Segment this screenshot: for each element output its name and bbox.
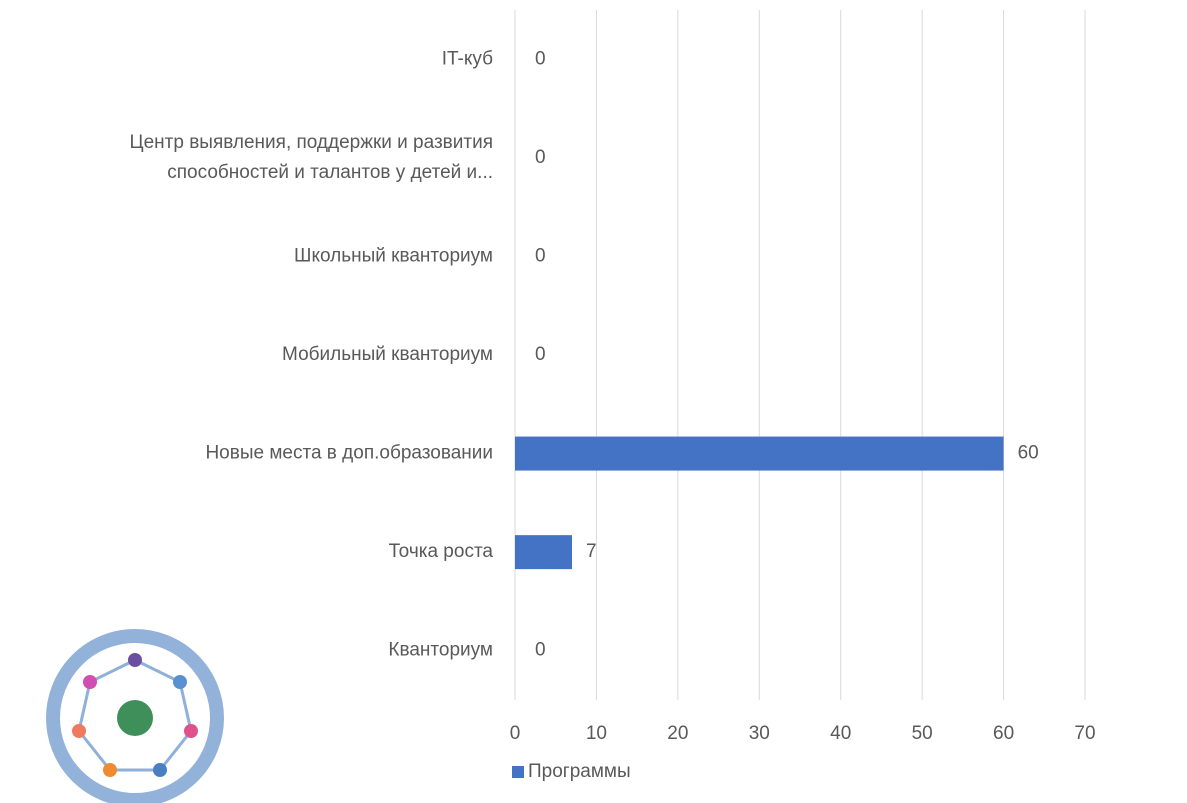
y-tick-label: Новые места в доп.образовании — [205, 443, 493, 464]
x-tick-label: 30 — [749, 723, 770, 744]
data-label: 0 — [535, 48, 546, 69]
x-tick-label: 50 — [912, 723, 933, 744]
data-label: 60 — [1018, 443, 1039, 464]
legend-swatch — [512, 766, 524, 778]
bar — [515, 535, 572, 570]
y-tick-label: Мобильный кванториум — [282, 344, 493, 365]
data-label: 0 — [535, 640, 546, 661]
x-tick-label: 40 — [830, 723, 851, 744]
y-tick-label: Точка роста — [389, 541, 494, 562]
logo — [46, 629, 224, 803]
data-label: 7 — [586, 541, 597, 562]
y-tick-label: Центр выявления, поддержки и развития спо… — [130, 132, 493, 183]
x-tick-label: 0 — [510, 723, 521, 744]
x-tick-label: 20 — [667, 723, 688, 744]
y-tick-label: Кванториум — [388, 640, 493, 661]
data-label: 0 — [535, 147, 546, 168]
x-tick-label: 70 — [1074, 723, 1095, 744]
y-tick-label: IT-куб — [442, 48, 493, 69]
legend-label: Программы — [528, 761, 631, 782]
x-tick-label: 60 — [993, 723, 1014, 744]
data-label: 0 — [535, 245, 546, 266]
x-tick-label: 10 — [586, 723, 607, 744]
data-label: 0 — [535, 344, 546, 365]
bar — [515, 436, 1004, 471]
y-tick-label: Школьный кванториум — [294, 245, 493, 266]
